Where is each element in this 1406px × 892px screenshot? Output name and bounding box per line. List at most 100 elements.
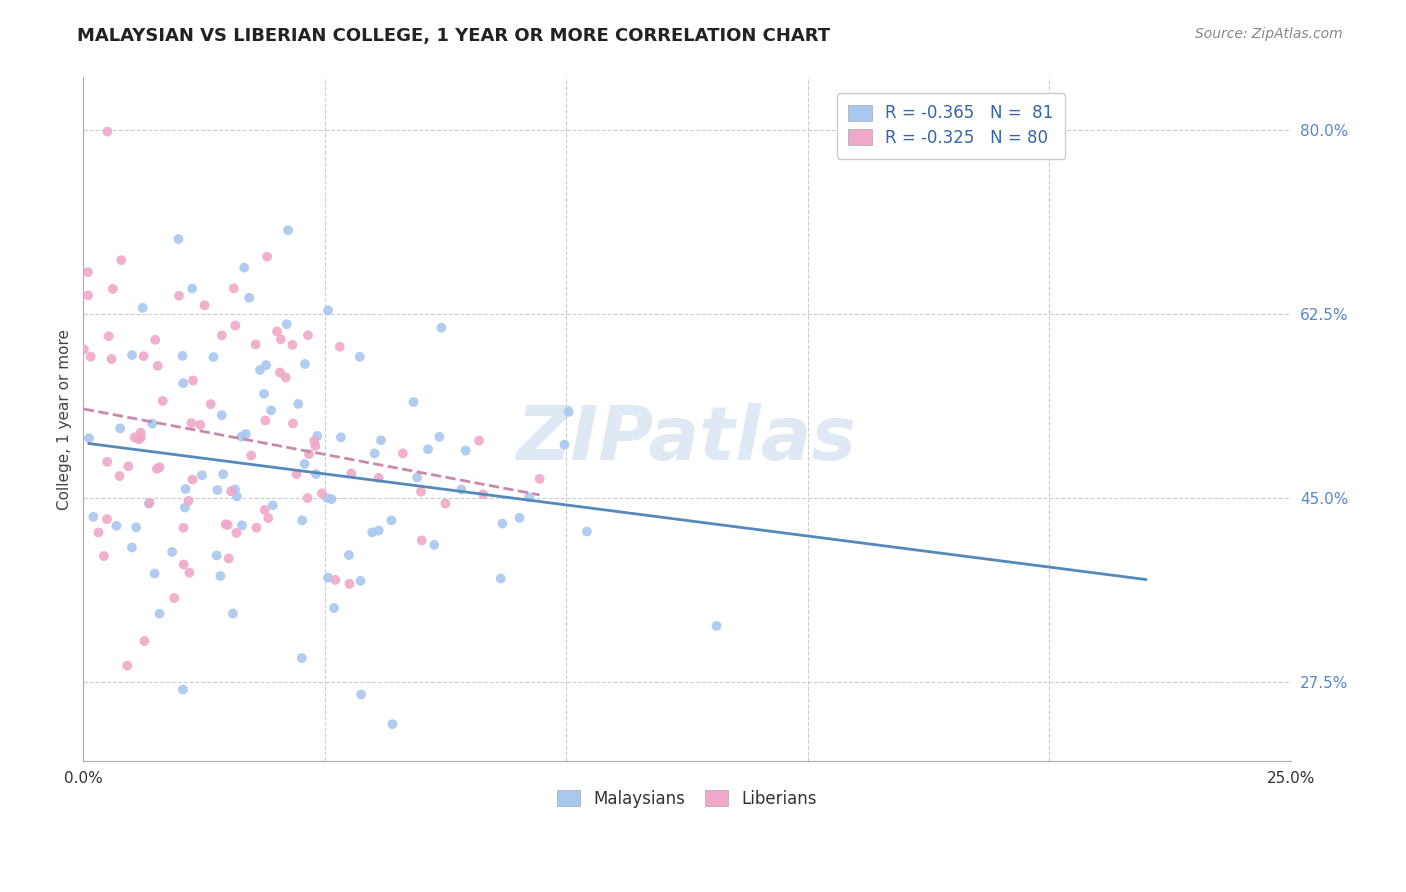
Point [340,467,363,481]
Point [115,658,138,673]
Point [143,333,166,347]
Point [294,457,316,471]
Point [281,338,304,352]
Point [124,430,146,444]
Point [141,417,163,431]
Text: MALAYSIAN VS LIBERIAN COLLEGE, 1 YEAR OR MORE CORRELATION CHART: MALAYSIAN VS LIBERIAN COLLEGE, 1 YEAR OR… [77,27,831,45]
Point [517,490,540,504]
Point [349,574,371,588]
Point [100,351,122,366]
Point [509,511,531,525]
Point [172,349,194,363]
Point [148,460,170,475]
Point [316,571,339,585]
Point [77,431,100,445]
Point [249,363,271,377]
Point [128,432,150,446]
Point [381,717,404,731]
Point [129,430,152,444]
Point [152,393,174,408]
Point [211,408,233,422]
Point [174,482,197,496]
Point [316,491,339,505]
Point [276,317,298,331]
Point [96,124,118,138]
Point [277,223,299,237]
Y-axis label: College, 1 year or more: College, 1 year or more [58,329,72,509]
Point [529,472,551,486]
Point [575,524,598,539]
Point [138,497,160,511]
Point [409,484,432,499]
Point [129,425,152,440]
Point [222,281,245,295]
Point [416,442,439,457]
Point [307,429,329,443]
Point [245,337,267,351]
Point [146,359,169,373]
Point [361,525,384,540]
Point [96,512,118,526]
Point [367,471,389,485]
Point [367,524,389,538]
Point [402,395,425,409]
Point [468,434,491,448]
Point [214,517,236,532]
Point [148,607,170,621]
Point [245,521,267,535]
Point [209,569,232,583]
Point [181,473,204,487]
Text: ZIPatlas: ZIPatlas [517,403,856,476]
Point [121,348,143,362]
Point [427,430,450,444]
Point [131,301,153,315]
Point [311,486,333,500]
Point [281,417,304,431]
Point [110,253,132,268]
Point [222,607,245,621]
Point [285,467,308,481]
Point [558,405,581,419]
Point [146,462,169,476]
Point [472,487,495,501]
Point [134,634,156,648]
Point [180,416,202,430]
Point [291,513,314,527]
Point [269,366,291,380]
Point [406,470,429,484]
Point [302,434,325,448]
Point [200,397,222,411]
Legend: Malaysians, Liberians: Malaysians, Liberians [550,783,824,814]
Point [254,413,277,427]
Point [194,298,217,312]
Point [73,343,96,357]
Point [179,566,201,580]
Point [297,328,319,343]
Point [167,232,190,246]
Point [491,516,513,531]
Text: Source: ZipAtlas.com: Source: ZipAtlas.com [1195,27,1343,41]
Point [217,517,239,532]
Point [207,483,229,497]
Point [254,358,277,372]
Point [160,545,183,559]
Point [231,518,253,533]
Point [349,350,371,364]
Point [370,434,392,448]
Point [454,443,477,458]
Point [287,397,309,411]
Point [706,619,728,633]
Point [219,484,242,499]
Point [188,417,211,432]
Point [260,403,283,417]
Point [218,551,240,566]
Point [101,282,124,296]
Point [226,490,249,504]
Point [87,525,110,540]
Point [350,688,373,702]
Point [238,291,260,305]
Point [125,520,148,534]
Point [97,329,120,343]
Point [77,288,100,302]
Point [108,421,131,435]
